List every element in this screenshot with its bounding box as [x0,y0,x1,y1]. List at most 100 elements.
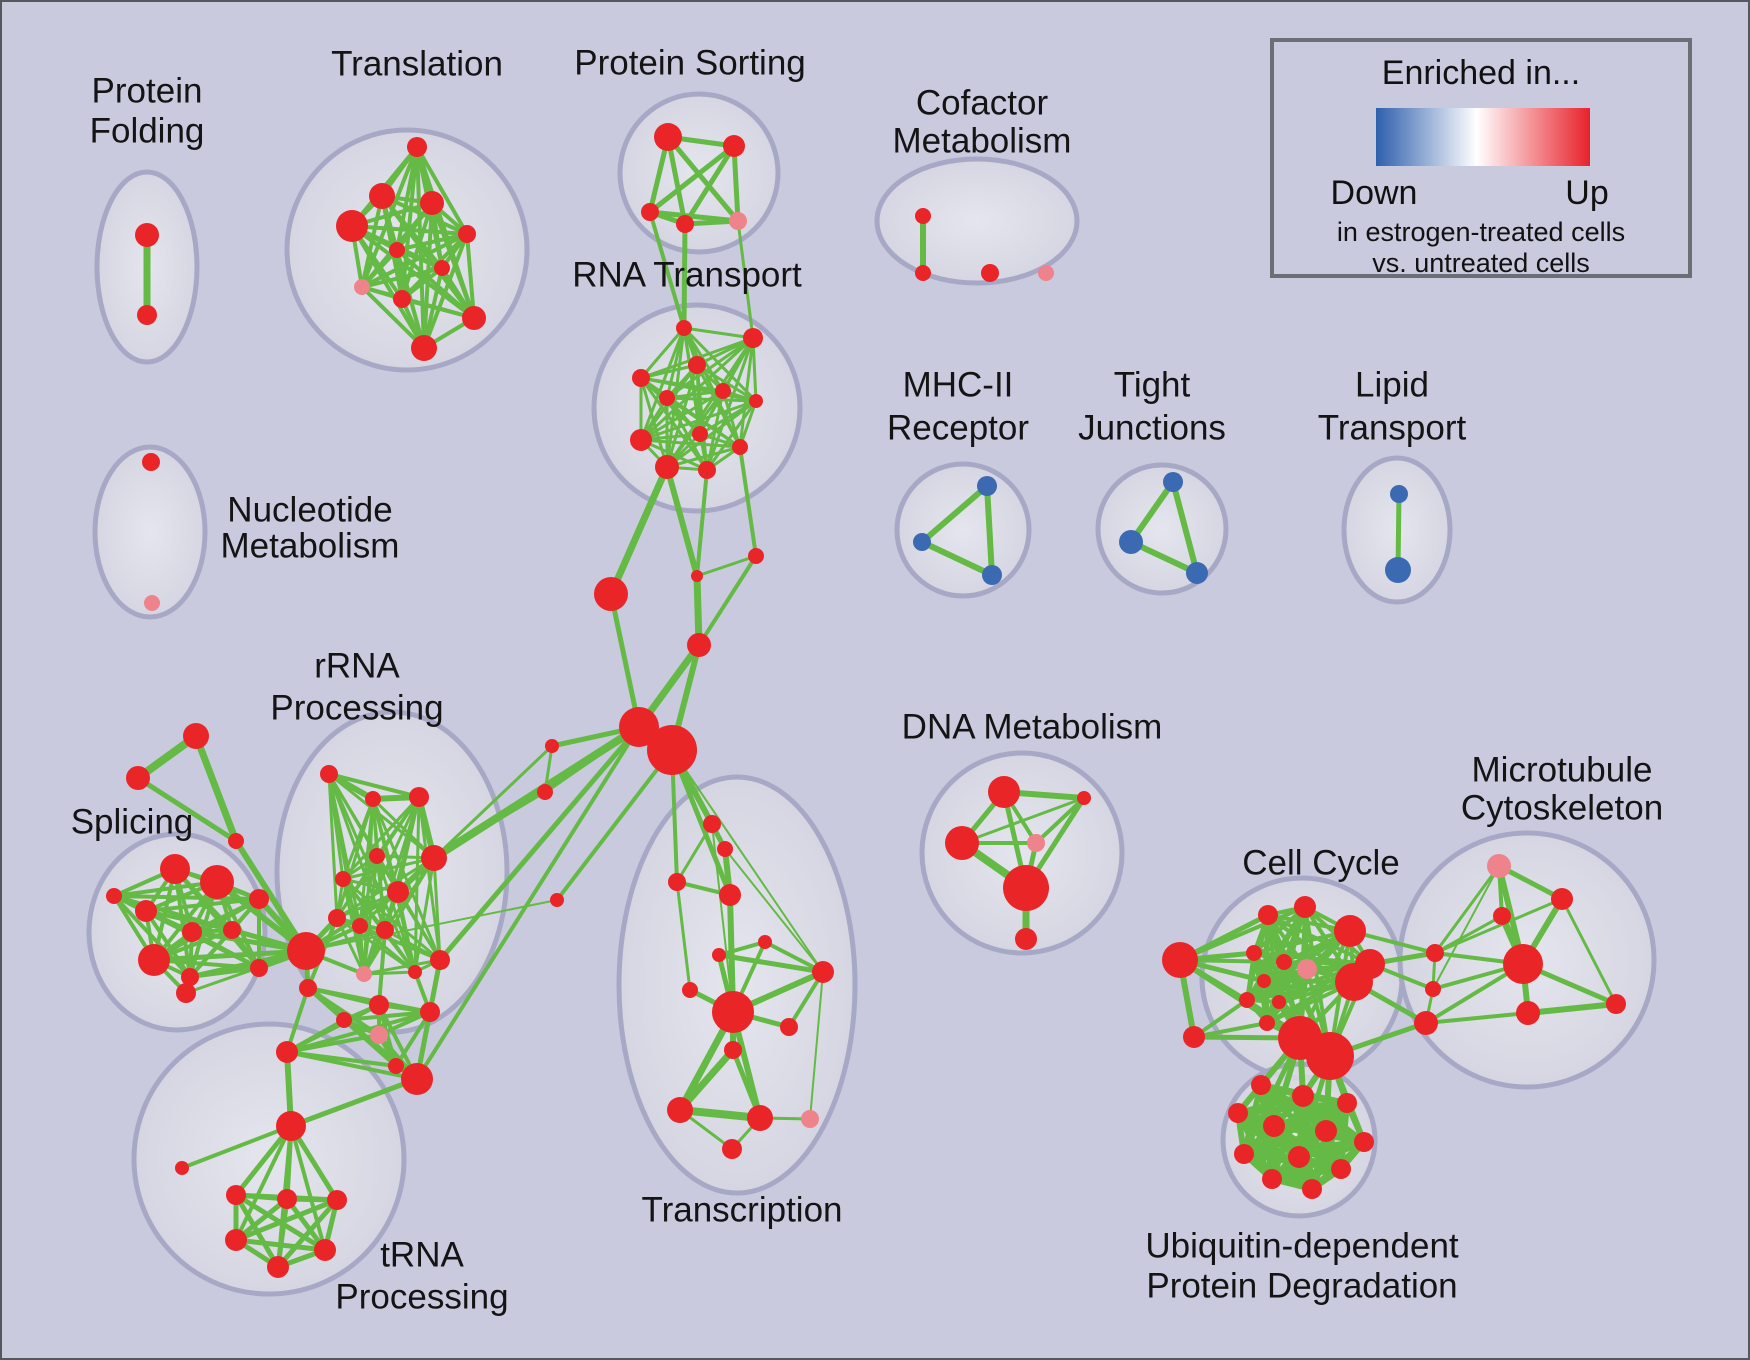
gene-set-node-up [1015,928,1037,950]
network-edge [671,749,824,973]
gene-set-node-up [747,1105,773,1131]
network-edge [465,232,476,320]
network-edge [362,856,436,976]
gene-set-node-up [369,848,385,864]
network-edge [608,591,642,730]
gene-set-node-up [1272,995,1286,1009]
network-edge [705,399,758,472]
cluster-label-rrna-processing: rRNA [314,647,400,686]
network-edge [187,948,309,980]
gene-set-node-up [408,965,422,979]
gene-set-node-up [1257,974,1271,988]
network-edge [430,201,476,320]
gene-set-node-up [1263,1115,1285,1137]
network-edge [360,285,426,350]
gene-set-node-up [641,203,659,221]
network-edge [705,336,755,472]
gene-set-node-up [181,968,199,986]
network-edge [342,1018,398,1068]
gene-set-node-up [1246,945,1262,961]
gene-set-node-up [732,439,748,455]
gene-set-node-up [717,841,733,857]
gene-set-node-up [945,826,979,860]
cluster-label-protein-folding: Protein [92,72,203,111]
gene-set-node-up [1425,981,1441,997]
network-edge [362,970,417,976]
gene-set-node-up [228,833,244,849]
gene-set-node-up [1516,1001,1540,1025]
network-edge [648,210,686,330]
gene-set-node-up [676,320,692,336]
network-edge [607,463,671,598]
network-edge [675,822,714,884]
network-edge [394,1010,432,1068]
network-edge [751,336,758,403]
legend-title: Enriched in... [1381,54,1581,92]
cluster-label-nucleotide-metabolism: Metabolism [221,527,400,566]
gene-set-node-up [682,982,698,998]
cluster-label-microtubule-cytoskeleton: Microtubule [1472,751,1653,790]
gene-set-node-up [550,893,564,907]
gene-set-node-up [352,918,368,934]
gene-set-node-up [387,881,409,903]
gene-set-node-up [780,1018,798,1036]
network-edge [1269,1166,1344,1182]
gene-set-node-up [1493,907,1511,925]
gene-set-node-up [659,390,675,406]
network-edge [360,266,444,289]
gene-set-node-up [250,959,268,977]
gene-set-node-up [320,765,338,783]
network-edge [716,952,826,975]
gene-set-node-down [1186,562,1208,584]
network-edge [305,899,558,952]
network-edge [289,1124,327,1252]
legend-gradient-bar [1376,108,1590,166]
network-edge [984,483,995,578]
gene-set-node-up-weak [801,1110,819,1128]
network-edge [639,438,709,472]
gene-set-node-up [176,983,196,1003]
cluster-label-translation: Translation [331,45,503,84]
gene-set-node-up [749,394,763,408]
gene-set-node-up [299,979,317,997]
network-edge [1424,1011,1530,1025]
network-edge [342,1010,432,1022]
gene-set-node-up [126,766,150,790]
network-edge [1128,479,1176,545]
network-edge [233,838,309,954]
network-edge [682,326,755,340]
network-edge [639,376,669,469]
gene-set-node-up [393,290,411,308]
network-edge [341,856,436,881]
network-edge [233,1197,340,1243]
gene-set-node-up [226,1185,246,1205]
network-edge [675,880,692,992]
cluster-label-mhc-ii-receptor: Receptor [887,409,1029,448]
gene-set-node-up [411,335,437,361]
gene-set-node-down [1163,472,1183,492]
gene-set-node-up [743,328,763,348]
network-edge [695,554,758,578]
gene-set-node-up [1426,944,1444,962]
gene-set-node-up [1337,1093,1357,1113]
gene-set-node-up [915,208,931,224]
gene-set-node-down [982,565,1002,585]
gene-set-node-up [1003,865,1049,911]
gene-set-node-up [1606,994,1626,1014]
network-edge [288,1076,420,1129]
network-edge [1252,929,1352,955]
cluster-label-cofactor-metabolism: Cofactor [916,84,1049,123]
network-edge [1252,905,1307,955]
cluster-shape-transcription [616,774,858,1196]
network-edge [395,248,476,320]
gene-set-node-up [1292,1085,1314,1107]
gene-set-node-up [1077,791,1091,805]
gene-set-node-up [160,854,190,884]
gene-set-node-up [715,383,731,399]
gene-set-node-up [135,900,157,922]
network-edge [682,326,758,403]
network-edge [919,539,995,578]
legend-up-label: Up [1565,174,1609,212]
gene-set-node-up-weak [1487,854,1511,878]
gene-set-node-up [988,776,1020,808]
